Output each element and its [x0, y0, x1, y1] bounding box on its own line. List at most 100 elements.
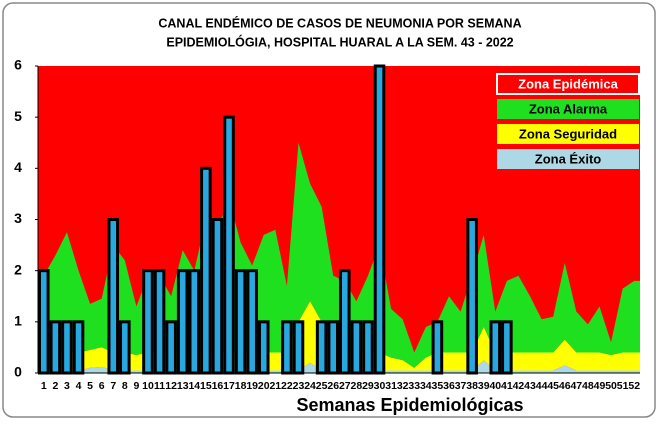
x-tick-label: 45 — [547, 380, 559, 392]
legend-swatch — [497, 124, 639, 144]
y-tick-label: 5 — [14, 108, 22, 124]
bar — [38, 269, 50, 375]
x-tick-label: 13 — [177, 380, 189, 392]
x-tick-label: 48 — [582, 380, 594, 392]
legend-label: Zona Epidémica — [518, 76, 618, 91]
legend-label: Zona Seguridad — [519, 126, 617, 141]
x-tick-label: 24 — [304, 380, 316, 392]
x-tick-label: 52 — [628, 380, 640, 392]
x-tick-label: 14 — [188, 380, 200, 392]
x-tick-label: 50 — [605, 380, 617, 392]
y-tick-label: 6 — [14, 57, 22, 73]
bar — [142, 269, 154, 375]
legend-label: Zona Alarma — [529, 101, 608, 116]
x-tick-label: 39 — [478, 380, 490, 392]
x-tick-label: 47 — [570, 380, 582, 392]
x-tick-label: 2 — [52, 380, 58, 392]
bar — [176, 269, 189, 375]
x-tick-label: 31 — [385, 380, 397, 392]
x-tick-label: 22 — [281, 380, 293, 392]
x-tick-label: 20 — [258, 380, 270, 392]
bar — [350, 320, 363, 375]
x-tick-label: 16 — [212, 380, 224, 392]
x-tick-label: 10 — [142, 380, 154, 392]
x-tick-label: 9 — [133, 380, 139, 392]
bar — [165, 320, 177, 375]
x-tick-label: 12 — [165, 380, 177, 392]
legend-swatch — [496, 73, 640, 95]
bar — [234, 269, 247, 375]
x-tick-label: 35 — [432, 380, 444, 392]
bar — [211, 218, 224, 375]
bar — [281, 320, 293, 375]
bar — [373, 64, 386, 375]
x-tick-label: 36 — [443, 380, 455, 392]
x-tick-label: 11 — [154, 380, 165, 392]
x-tick-label: 29 — [362, 380, 374, 392]
x-tick-label: 28 — [351, 380, 363, 392]
legend-swatch — [497, 149, 639, 169]
x-tick-label: 4 — [76, 380, 82, 392]
x-tick-label: 1 — [41, 380, 47, 392]
bar — [223, 115, 235, 375]
x-tick-label: 15 — [200, 380, 212, 392]
x-tick-label: 6 — [99, 380, 105, 392]
y-tick-label: 1 — [14, 313, 22, 329]
bar — [339, 269, 351, 375]
x-tick-label: 40 — [489, 380, 501, 392]
bar — [49, 320, 62, 375]
bar — [327, 320, 339, 375]
bar — [200, 166, 212, 375]
bar — [362, 320, 374, 375]
x-tick-label: 44 — [536, 380, 548, 392]
bar — [72, 320, 85, 375]
x-tick-label: 46 — [559, 380, 571, 392]
x-tick-label: 41 — [501, 380, 513, 392]
y-tick-label: 0 — [14, 364, 22, 380]
bar — [431, 320, 444, 375]
legend-swatch — [497, 99, 639, 119]
bar — [489, 320, 502, 375]
chart-subtitle: EPIDEMIOLÓGIA, HOSPITAL HUARAL A LA SEM.… — [166, 34, 513, 49]
x-tick-label: 7 — [110, 380, 116, 392]
x-tick-label: 26 — [327, 380, 339, 392]
legend-label: Zona Éxito — [535, 151, 602, 166]
x-tick-label: 37 — [455, 380, 467, 392]
bar — [501, 320, 513, 375]
y-tick-label: 2 — [14, 261, 22, 277]
x-tick-label: 33 — [408, 380, 420, 392]
bar — [257, 320, 270, 375]
y-tick-label: 3 — [14, 210, 22, 226]
y-tick-label: 4 — [14, 159, 22, 175]
bar — [61, 320, 73, 375]
bar — [315, 320, 328, 375]
x-tick-label: 38 — [466, 380, 478, 392]
x-tick-label: 43 — [524, 380, 536, 392]
x-tick-label: 34 — [420, 380, 432, 392]
x-tick-label: 32 — [397, 380, 409, 392]
x-tick-label: 18 — [235, 380, 247, 392]
x-tick-label: 30 — [374, 380, 386, 392]
x-tick-label: 42 — [513, 380, 525, 392]
bar — [188, 269, 201, 375]
x-tick-label: 17 — [223, 380, 235, 392]
x-tick-label: 5 — [87, 380, 93, 392]
bar — [107, 218, 120, 375]
x-tick-label: 25 — [316, 380, 328, 392]
x-tick-label: 23 — [293, 380, 305, 392]
bar — [292, 320, 305, 375]
x-tick-label: 19 — [246, 380, 258, 392]
bar — [246, 269, 258, 375]
x-tick-label: 27 — [339, 380, 351, 392]
chart-title: CANAL ENDÉMICO DE CASOS DE NEUMONIA POR … — [158, 15, 521, 30]
bar — [153, 269, 166, 375]
x-tick-label: 49 — [594, 380, 606, 392]
x-tick-label: 21 — [269, 380, 281, 392]
x-axis-title: Semanas Epidemiológicas — [296, 395, 523, 415]
bar — [466, 218, 478, 375]
x-tick-label: 8 — [122, 380, 128, 392]
x-tick-label: 3 — [64, 380, 70, 392]
x-tick-label: 51 — [617, 380, 629, 392]
bar — [119, 320, 131, 375]
